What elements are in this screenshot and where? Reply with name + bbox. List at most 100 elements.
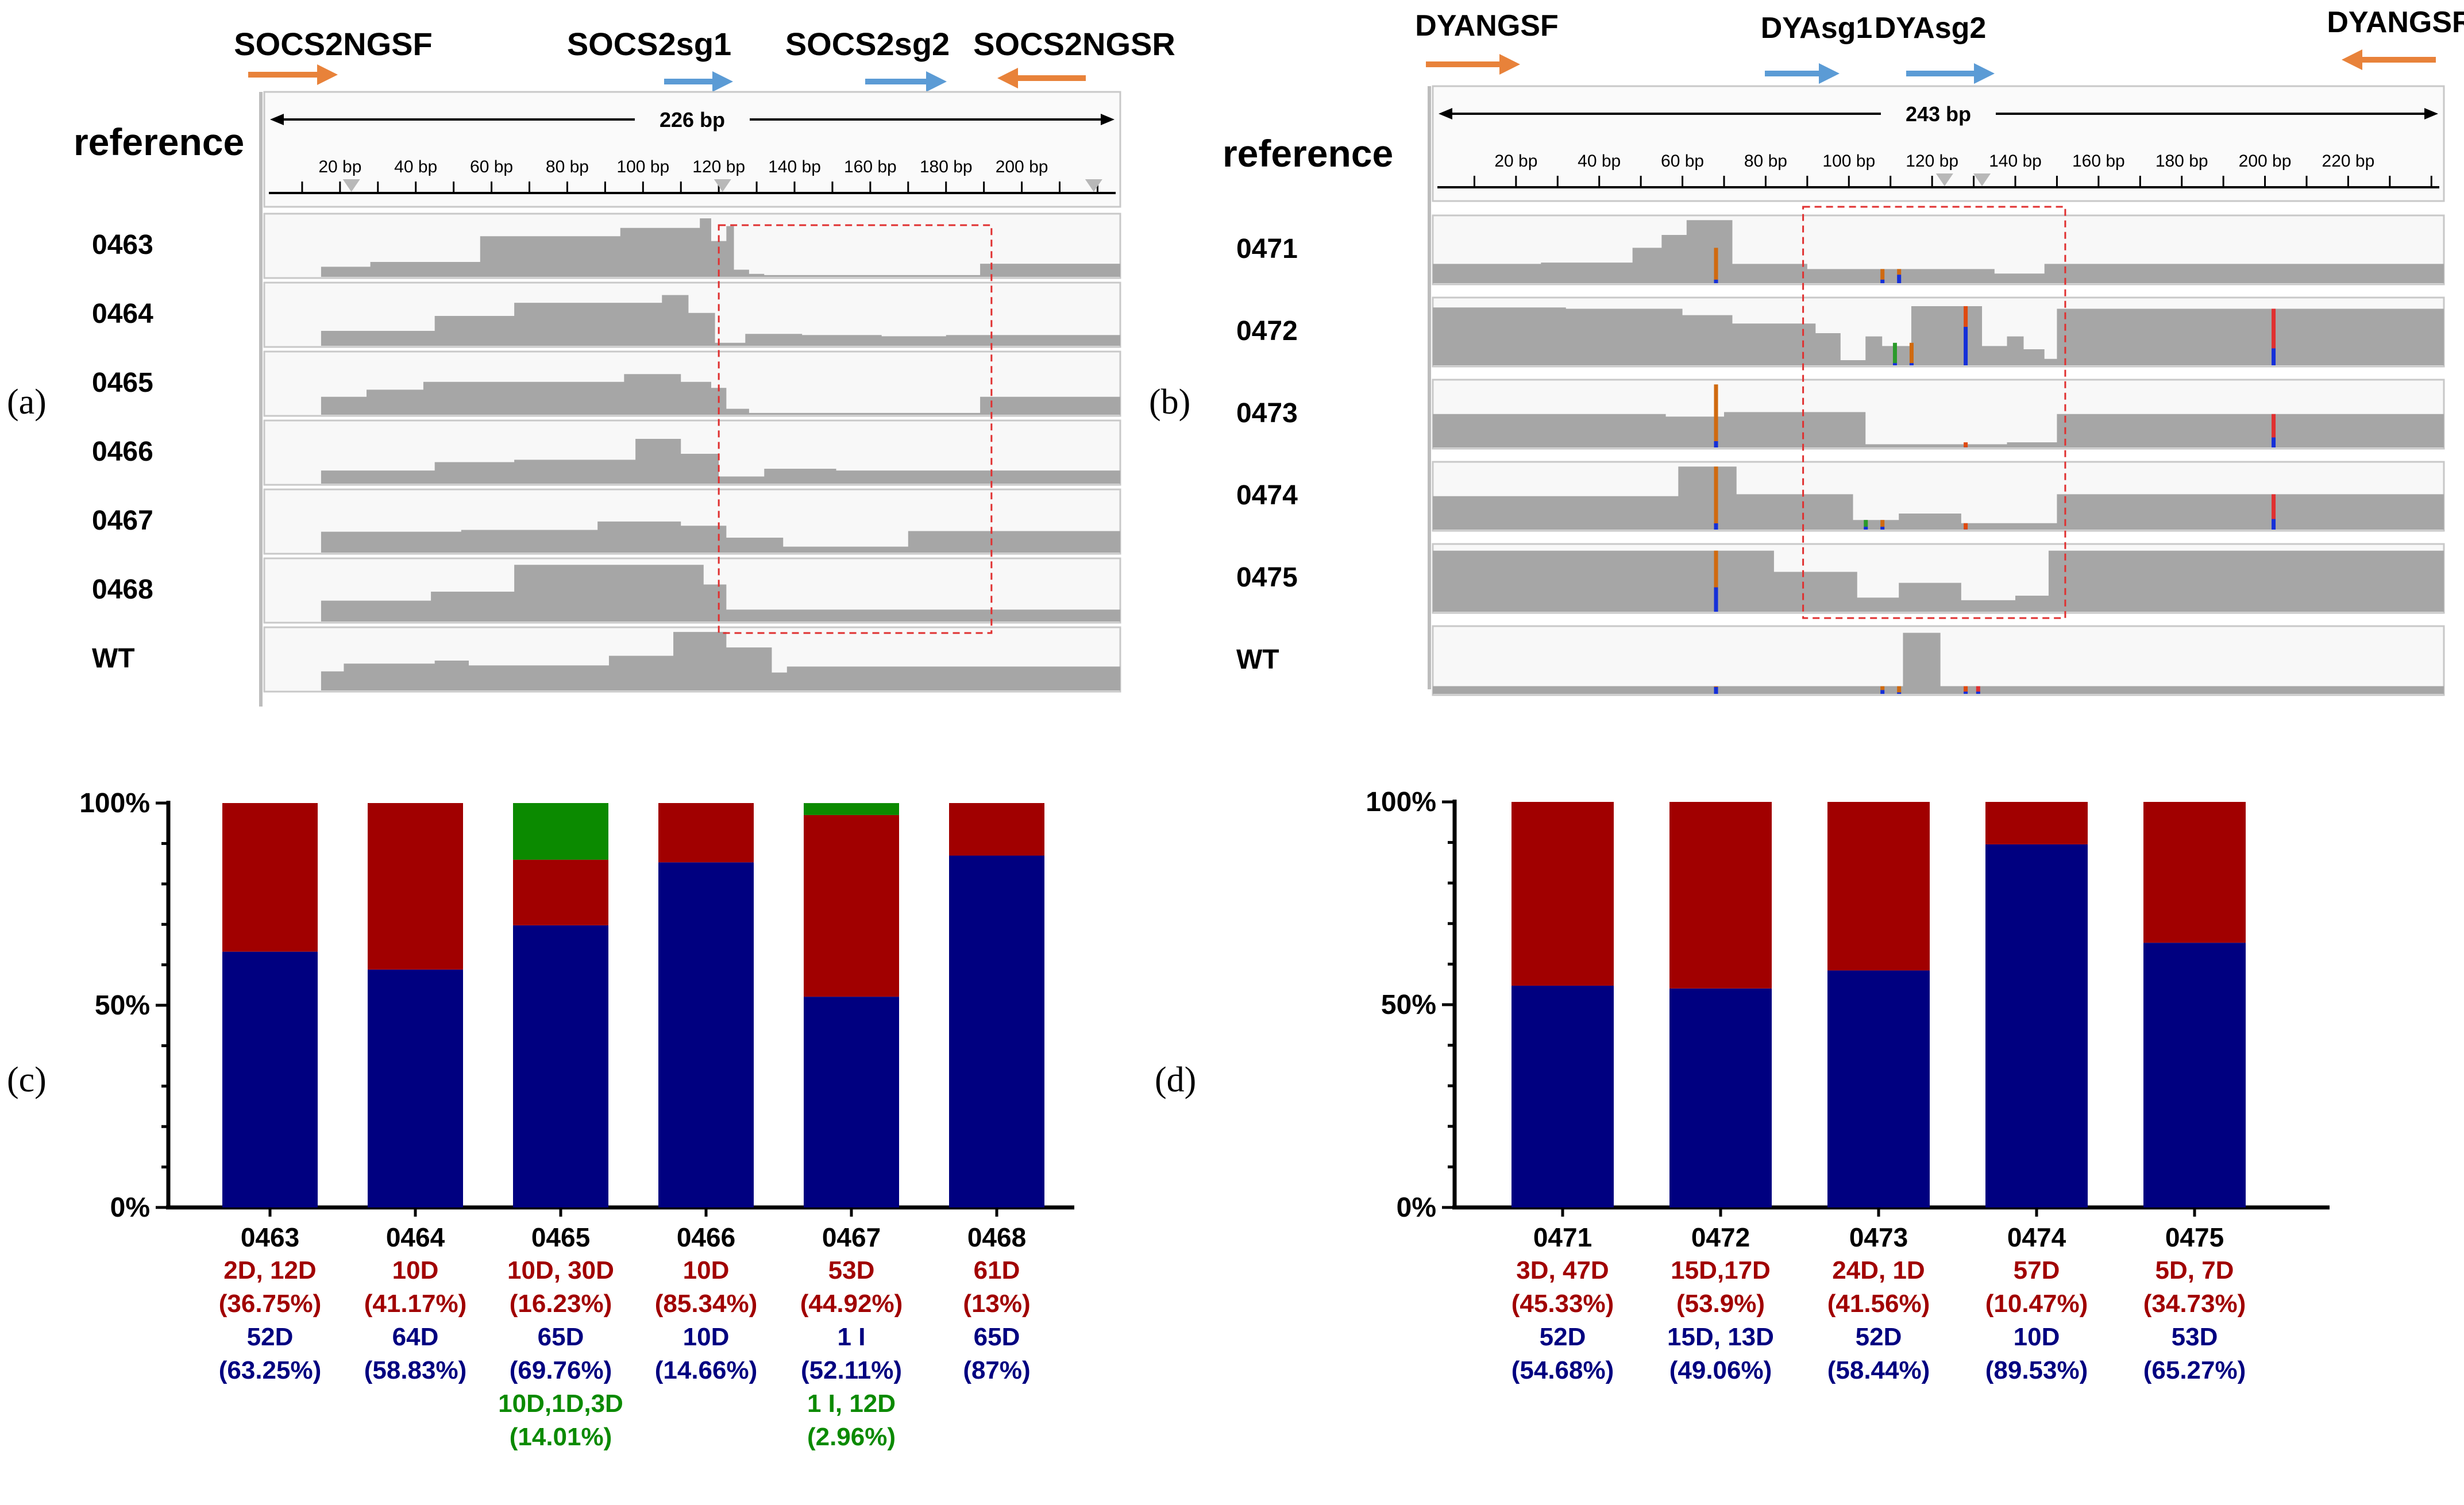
a-primer-arrow-2-head bbox=[926, 71, 947, 92]
b-variant-3-2 bbox=[1880, 520, 1885, 527]
b-primer-label-3: DYANGSR bbox=[2327, 6, 2464, 39]
b-tick-label-3: 80 bp bbox=[1744, 152, 1787, 171]
a-tick-label-8: 180 bp bbox=[920, 157, 973, 176]
panel-label-a: (a) bbox=[7, 383, 47, 422]
d-annotation-1-1: (53.9%) bbox=[1676, 1290, 1765, 1318]
c-annotation-1-2: 64D bbox=[392, 1323, 439, 1351]
c-annotation-2-0: 10D, 30D bbox=[507, 1256, 614, 1284]
d-annotation-3-0: 57D bbox=[2014, 1256, 2060, 1284]
a-primer-label-3: SOCS2NGSR bbox=[973, 26, 1175, 62]
c-bar-0468-blue bbox=[949, 855, 1044, 1207]
b-track-label-4: 0475 bbox=[1236, 562, 1298, 593]
c-y-tick-label-2: 0% bbox=[110, 1193, 150, 1223]
d-annotation-0-3: (54.68%) bbox=[1511, 1356, 1614, 1384]
c-annotation-0-0: 2D, 12D bbox=[223, 1256, 316, 1284]
a-track-1 bbox=[263, 281, 1121, 348]
b-track-label-0: 0471 bbox=[1236, 234, 1298, 264]
c-annotation-5-3: (87%) bbox=[963, 1356, 1030, 1384]
a-track-4 bbox=[263, 488, 1121, 555]
b-primer-arrow-3-head bbox=[2342, 49, 2362, 70]
b-primer-arrow-1 bbox=[1765, 63, 1840, 84]
b-cut-marker-1 bbox=[1973, 173, 1991, 186]
d-bar-0473-red bbox=[1827, 802, 1930, 971]
a-tick-label-1: 40 bp bbox=[394, 157, 437, 176]
c-annotation-2-2: 65D bbox=[538, 1323, 584, 1351]
panel-label-c: (c) bbox=[7, 1060, 47, 1099]
c-annotation-4-5: (2.96%) bbox=[807, 1423, 896, 1451]
b-variant-3-4 bbox=[2272, 494, 2276, 519]
b-reference-label: reference bbox=[1223, 132, 1393, 175]
a-reference-label: reference bbox=[74, 121, 244, 163]
c-bar-0468-red bbox=[949, 803, 1044, 856]
a-tick-label-5: 120 bp bbox=[692, 157, 745, 176]
a-tick-label-4: 100 bp bbox=[616, 157, 669, 176]
a-tick-label-9: 200 bp bbox=[996, 157, 1048, 176]
b-variant-5-2 bbox=[1897, 686, 1902, 693]
b-variant-blue-3-2 bbox=[1880, 526, 1885, 530]
panel-a-coverage: SOCS2NGSF SOCS2sg1 SOCS2sg2 SOCS2NGSR refere… bbox=[74, 26, 1175, 707]
a-primer-arrow-0 bbox=[248, 64, 338, 85]
c-annotation-2-5: (14.01%) bbox=[510, 1423, 612, 1451]
d-annotation-0-1: (45.33%) bbox=[1511, 1290, 1614, 1318]
d-x-label-4: 0475 bbox=[2165, 1222, 2224, 1252]
a-coverage-4 bbox=[321, 521, 1120, 553]
d-y-tick-label-0: 100% bbox=[1366, 787, 1436, 817]
a-coverage-1 bbox=[321, 295, 1120, 346]
a-span-right-head bbox=[1101, 114, 1115, 125]
b-deletion-box bbox=[1802, 206, 2066, 619]
c-annotation-2-1: (16.23%) bbox=[510, 1290, 612, 1318]
b-primer-arrow-2-head bbox=[1974, 63, 1995, 84]
panel-c-chart: 100% 50% 0% 0463 2D, 12D (36.75%) 52D (63.25%) 0… bbox=[79, 788, 1074, 1451]
c-x-label-5: 0468 bbox=[967, 1222, 1026, 1252]
d-x-label-0: 0471 bbox=[1533, 1222, 1592, 1252]
b-variant-blue-3-0 bbox=[1714, 523, 1718, 530]
b-variant-blue-4-0 bbox=[1714, 587, 1718, 612]
b-tick-label-8: 180 bp bbox=[2155, 152, 2208, 171]
b-primer-arrow-3 bbox=[2342, 49, 2436, 70]
c-annotation-4-0: 53D bbox=[828, 1256, 875, 1284]
c-annotation-4-1: (44.92%) bbox=[800, 1290, 903, 1318]
c-annotation-0-1: (36.75%) bbox=[219, 1290, 322, 1318]
panel-b-coverage: DYANGSF DYAsg1 DYAsg2 DYANGSR reference 243 b… bbox=[1223, 6, 2464, 696]
b-variant-0-2 bbox=[1897, 269, 1902, 275]
c-x-label-4: 0467 bbox=[822, 1222, 881, 1252]
c-annotation-0-3: (63.25%) bbox=[219, 1356, 322, 1384]
c-bar-0464-red bbox=[368, 803, 463, 970]
c-annotation-3-2: 10D bbox=[683, 1323, 730, 1351]
b-variant-blue-3-4 bbox=[2272, 519, 2276, 530]
a-primer-arrow-1-head bbox=[712, 71, 733, 92]
b-tick-label-10: 220 bp bbox=[2322, 152, 2375, 171]
d-bar-0471-blue bbox=[1511, 985, 1614, 1207]
a-primer-arrow-2 bbox=[865, 71, 947, 92]
c-annotation-5-2: 65D bbox=[974, 1323, 1020, 1351]
c-annotation-3-0: 10D bbox=[683, 1256, 730, 1284]
b-span-bg bbox=[1881, 99, 1996, 124]
b-primer-arrow-2 bbox=[1906, 63, 1995, 84]
b-variant-2-1 bbox=[1964, 442, 1968, 447]
b-variant-1-3 bbox=[2272, 308, 2276, 349]
b-primer-label-2: DYAsg2 bbox=[1875, 11, 1987, 45]
d-annotation-1-3: (49.06%) bbox=[1669, 1356, 1772, 1384]
a-span-left-head bbox=[270, 114, 284, 125]
b-variant-5-3 bbox=[1964, 686, 1968, 692]
a-coverage-0 bbox=[321, 218, 1120, 277]
b-coverage-0 bbox=[1433, 220, 2444, 283]
c-y-tick-label-1: 50% bbox=[95, 990, 150, 1021]
c-bar-0463-blue bbox=[222, 951, 318, 1207]
a-track-label-5: 0468 bbox=[92, 574, 153, 605]
d-y-tick-label-2: 0% bbox=[1397, 1193, 1436, 1223]
a-track-6 bbox=[263, 626, 1121, 693]
c-x-label-0: 0463 bbox=[241, 1222, 299, 1252]
a-tick-label-2: 60 bp bbox=[470, 157, 513, 176]
panel-d-chart: 100% 50% 0% 0471 3D, 47D (45.33%) 52D (54.68%) 0… bbox=[1366, 787, 2330, 1384]
d-annotation-2-0: 24D, 1D bbox=[1832, 1256, 1925, 1284]
c-annotation-4-4: 1 I, 12D bbox=[807, 1390, 896, 1418]
c-x-label-1: 0464 bbox=[386, 1222, 445, 1252]
b-variant-1-1 bbox=[1909, 342, 1914, 364]
b-track-0 bbox=[1432, 214, 2445, 285]
d-bar-0471-red bbox=[1511, 802, 1614, 986]
c-x-label-3: 0466 bbox=[677, 1222, 735, 1252]
d-annotation-3-3: (89.53%) bbox=[1985, 1356, 2088, 1384]
b-tick-label-2: 60 bp bbox=[1661, 152, 1704, 171]
a-cut-marker-1 bbox=[714, 179, 731, 192]
